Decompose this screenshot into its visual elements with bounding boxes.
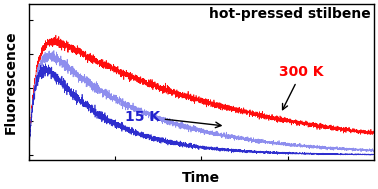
Text: 15 K: 15 K <box>125 110 221 128</box>
Text: 300 K: 300 K <box>279 65 324 110</box>
Text: hot-pressed stilbene: hot-pressed stilbene <box>209 7 370 21</box>
X-axis label: Time: Time <box>182 171 220 185</box>
Y-axis label: Fluorescence: Fluorescence <box>4 30 18 134</box>
